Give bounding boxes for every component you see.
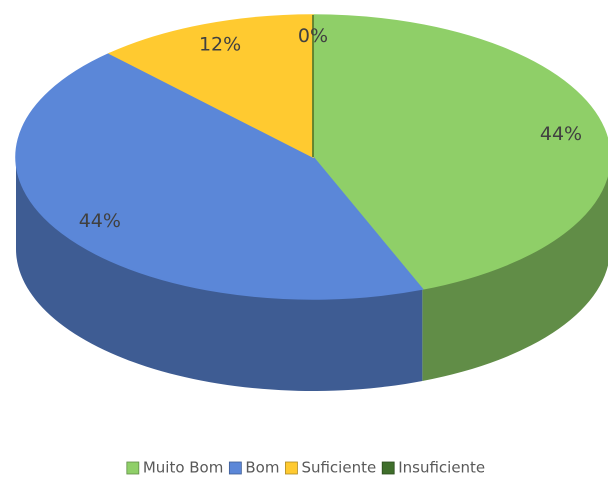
data-label: 12% [199,33,241,55]
legend-label: Insuficiente [398,459,485,477]
legend-swatch [126,461,140,475]
legend-label: Bom [245,459,279,477]
slice [312,14,608,290]
legend-swatch [381,461,395,475]
legend-label: Suficiente [301,459,376,477]
data-label: 0% [298,25,328,47]
legend-label: Muito Bom [143,459,224,477]
data-label: 44% [79,210,121,232]
slice-side [16,157,423,391]
legend-swatch [228,461,242,475]
legend: Muito Bom Bom Suficiente Insuficiente [126,459,485,477]
slice-side [422,173,608,382]
slice [15,52,424,300]
data-label: 44% [540,123,582,145]
legend-swatch [285,461,298,475]
slice [107,14,314,159]
